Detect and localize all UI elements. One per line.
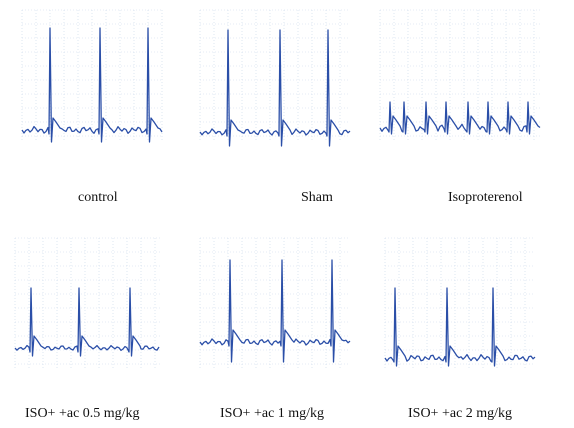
ecg-waveform bbox=[199, 29, 351, 147]
ecg-panel-sham bbox=[199, 9, 351, 147]
ecg-waveform bbox=[21, 27, 163, 143]
ecg-panel-iso-tac-1 bbox=[199, 237, 351, 368]
grid-lines bbox=[199, 237, 350, 368]
ecg-waveform bbox=[14, 287, 160, 357]
grid-lines bbox=[384, 237, 535, 368]
grid-lines bbox=[14, 237, 160, 368]
ecg-panel-iso-tac-2 bbox=[384, 237, 536, 368]
caption-control: control bbox=[78, 190, 118, 205]
caption-iso-tac-1: ISO+ +ac 1 mg/kg bbox=[220, 406, 325, 421]
grid-lines bbox=[199, 9, 350, 140]
ecg-waveform bbox=[384, 287, 536, 367]
ecg-trace-iso-tac-2 bbox=[384, 237, 536, 368]
ecg-trace-control bbox=[21, 9, 163, 143]
ecg-trace-isoproterenol bbox=[379, 9, 541, 140]
ecg-panel-isoproterenol bbox=[379, 9, 541, 140]
caption-iso-tac-2: ISO+ +ac 2 mg/kg bbox=[408, 406, 513, 421]
caption-iso-tac-0-5: ISO+ +ac 0.5 mg/kg bbox=[25, 406, 140, 421]
ecg-panel-control bbox=[21, 9, 163, 143]
caption-sham: Sham bbox=[301, 190, 333, 205]
ecg-waveform bbox=[379, 101, 541, 135]
ecg-trace-iso-tac-1 bbox=[199, 237, 351, 368]
ecg-panel-iso-tac-0-5 bbox=[14, 237, 160, 368]
ecg-trace-iso-tac-0-5 bbox=[14, 237, 160, 368]
ecg-waveform bbox=[199, 259, 351, 363]
ecg-trace-sham bbox=[199, 9, 351, 147]
grid-lines bbox=[21, 9, 163, 140]
caption-isoproterenol: Isoproterenol bbox=[448, 190, 523, 205]
